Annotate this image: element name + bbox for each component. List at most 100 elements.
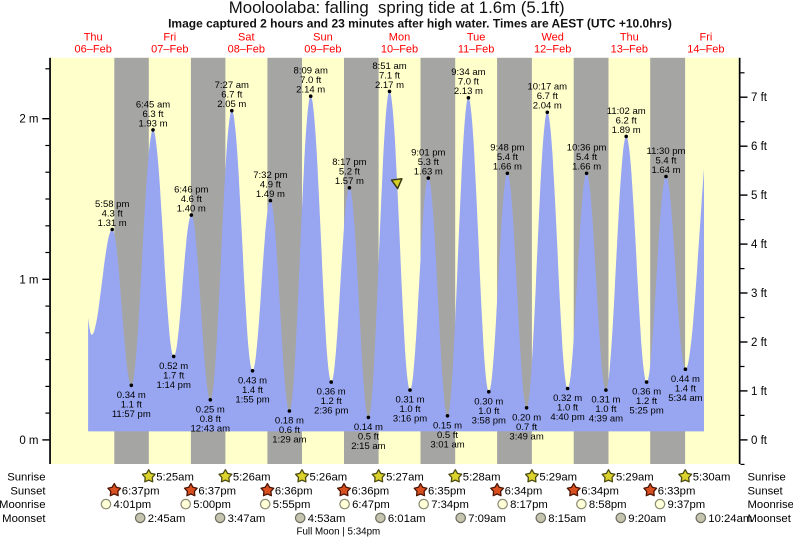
- svg-text:3:01 am: 3:01 am: [430, 439, 464, 450]
- svg-text:8:15am: 8:15am: [548, 513, 586, 525]
- svg-text:5:27am: 5:27am: [386, 472, 424, 484]
- svg-text:5:26am: 5:26am: [233, 472, 271, 484]
- svg-text:8:17pm: 8:17pm: [510, 499, 548, 511]
- svg-text:5:34 am: 5:34 am: [668, 393, 702, 404]
- svg-text:Full Moon | 5:34pm: Full Moon | 5:34pm: [297, 527, 381, 538]
- svg-text:5:00pm: 5:00pm: [193, 499, 231, 511]
- svg-text:09–Feb: 09–Feb: [304, 44, 341, 56]
- svg-text:1.57 m: 1.57 m: [335, 176, 364, 187]
- svg-text:1:29 am: 1:29 am: [272, 435, 306, 446]
- svg-text:11–Feb: 11–Feb: [458, 44, 495, 56]
- svg-text:Thu: Thu: [620, 32, 639, 44]
- svg-text:2.13 m: 2.13 m: [454, 86, 483, 97]
- svg-text:2.05 m: 2.05 m: [217, 99, 246, 110]
- svg-text:5:28am: 5:28am: [463, 472, 501, 484]
- svg-text:6:36pm: 6:36pm: [275, 485, 313, 497]
- svg-text:1.64 m: 1.64 m: [651, 165, 680, 176]
- svg-text:1.40 m: 1.40 m: [177, 204, 206, 215]
- svg-text:7:34pm: 7:34pm: [431, 499, 469, 511]
- svg-text:6:37pm: 6:37pm: [198, 485, 236, 497]
- svg-text:3:47am: 3:47am: [228, 513, 266, 525]
- svg-text:6:34pm: 6:34pm: [581, 485, 619, 497]
- svg-text:1.89 m: 1.89 m: [612, 125, 641, 136]
- svg-text:1.31 m: 1.31 m: [98, 218, 127, 229]
- svg-text:3:49 am: 3:49 am: [509, 431, 543, 442]
- svg-text:Moonrise: Moonrise: [0, 499, 46, 511]
- svg-text:0 ft: 0 ft: [751, 435, 768, 447]
- svg-text:Fri: Fri: [163, 32, 176, 44]
- svg-text:2:15 am: 2:15 am: [351, 441, 385, 452]
- svg-text:Sunset: Sunset: [10, 485, 46, 497]
- svg-text:9:20am: 9:20am: [628, 513, 666, 525]
- svg-text:5:30am: 5:30am: [693, 472, 731, 484]
- svg-text:2:36 pm: 2:36 pm: [314, 406, 348, 417]
- svg-text:7:09am: 7:09am: [468, 513, 506, 525]
- svg-text:2.04 m: 2.04 m: [533, 101, 562, 112]
- svg-text:8:58pm: 8:58pm: [589, 499, 627, 511]
- svg-text:5:29am: 5:29am: [616, 472, 654, 484]
- svg-text:4 ft: 4 ft: [751, 239, 768, 251]
- svg-text:Sunrise: Sunrise: [7, 472, 45, 484]
- svg-text:3 ft: 3 ft: [751, 288, 768, 300]
- svg-text:1.49 m: 1.49 m: [256, 189, 285, 200]
- svg-text:1.63 m: 1.63 m: [414, 167, 443, 178]
- svg-text:Wed: Wed: [541, 32, 563, 44]
- svg-text:6:36pm: 6:36pm: [352, 485, 390, 497]
- svg-text:2 ft: 2 ft: [751, 337, 768, 349]
- svg-text:4:40 pm: 4:40 pm: [550, 412, 584, 423]
- svg-text:5 ft: 5 ft: [751, 190, 768, 202]
- svg-text:Thu: Thu: [84, 32, 103, 44]
- svg-text:1 ft: 1 ft: [751, 386, 768, 398]
- svg-text:11:57 pm: 11:57 pm: [112, 409, 151, 420]
- svg-text:Mooloolaba: falling spring ti: Mooloolaba: falling spring tide at 1.6m …: [229, 0, 565, 17]
- svg-text:Sunset: Sunset: [748, 485, 784, 497]
- svg-text:6 ft: 6 ft: [751, 141, 768, 153]
- svg-text:7 ft: 7 ft: [751, 92, 768, 104]
- svg-text:5:25 pm: 5:25 pm: [629, 406, 663, 417]
- svg-text:Tue: Tue: [467, 32, 486, 44]
- svg-text:4:53am: 4:53am: [308, 513, 346, 525]
- svg-text:Sat: Sat: [238, 32, 255, 44]
- svg-text:1.66 m: 1.66 m: [572, 162, 601, 173]
- svg-text:07–Feb: 07–Feb: [151, 44, 188, 56]
- svg-text:3:58 pm: 3:58 pm: [472, 415, 506, 426]
- svg-text:2.14 m: 2.14 m: [296, 85, 325, 96]
- svg-text:Fri: Fri: [699, 32, 712, 44]
- svg-text:2.17 m: 2.17 m: [375, 80, 404, 91]
- svg-text:Moonrise: Moonrise: [748, 499, 793, 511]
- svg-text:06–Feb: 06–Feb: [75, 44, 112, 56]
- svg-text:5:25am: 5:25am: [156, 472, 194, 484]
- svg-text:1.93 m: 1.93 m: [138, 118, 167, 129]
- svg-text:5:55pm: 5:55pm: [273, 499, 311, 511]
- svg-text:Moonset: Moonset: [2, 513, 46, 525]
- svg-text:12:43 am: 12:43 am: [190, 423, 230, 434]
- svg-text:6:47pm: 6:47pm: [352, 499, 390, 511]
- svg-text:6:37pm: 6:37pm: [122, 485, 160, 497]
- svg-text:6:34pm: 6:34pm: [505, 485, 543, 497]
- svg-text:5:29am: 5:29am: [539, 472, 577, 484]
- svg-text:5:26am: 5:26am: [310, 472, 348, 484]
- svg-text:12–Feb: 12–Feb: [534, 44, 571, 56]
- svg-text:Mon: Mon: [389, 32, 410, 44]
- svg-text:2:45am: 2:45am: [148, 513, 186, 525]
- svg-text:10:24am: 10:24am: [708, 513, 752, 525]
- svg-text:13–Feb: 13–Feb: [611, 44, 648, 56]
- svg-text:Sun: Sun: [313, 32, 333, 44]
- svg-text:6:35pm: 6:35pm: [428, 485, 466, 497]
- svg-text:Moonset: Moonset: [748, 513, 792, 525]
- svg-text:9:37pm: 9:37pm: [668, 499, 706, 511]
- svg-text:6:01am: 6:01am: [388, 513, 426, 525]
- svg-text:3:16 pm: 3:16 pm: [393, 414, 427, 425]
- svg-text:1:55 pm: 1:55 pm: [235, 394, 269, 405]
- svg-text:1:14 pm: 1:14 pm: [157, 380, 191, 391]
- svg-text:Image captured 2 hours and 23: Image captured 2 hours and 23 minutes af…: [168, 16, 672, 30]
- svg-text:6:33pm: 6:33pm: [658, 485, 696, 497]
- svg-text:08–Feb: 08–Feb: [228, 44, 265, 56]
- svg-text:Sunrise: Sunrise: [748, 472, 786, 484]
- svg-text:10–Feb: 10–Feb: [381, 44, 418, 56]
- svg-text:0 m: 0 m: [19, 435, 38, 447]
- svg-text:2 m: 2 m: [19, 114, 38, 126]
- svg-text:4:01pm: 4:01pm: [114, 499, 152, 511]
- svg-text:1 m: 1 m: [19, 274, 38, 286]
- svg-text:1.66 m: 1.66 m: [493, 162, 522, 173]
